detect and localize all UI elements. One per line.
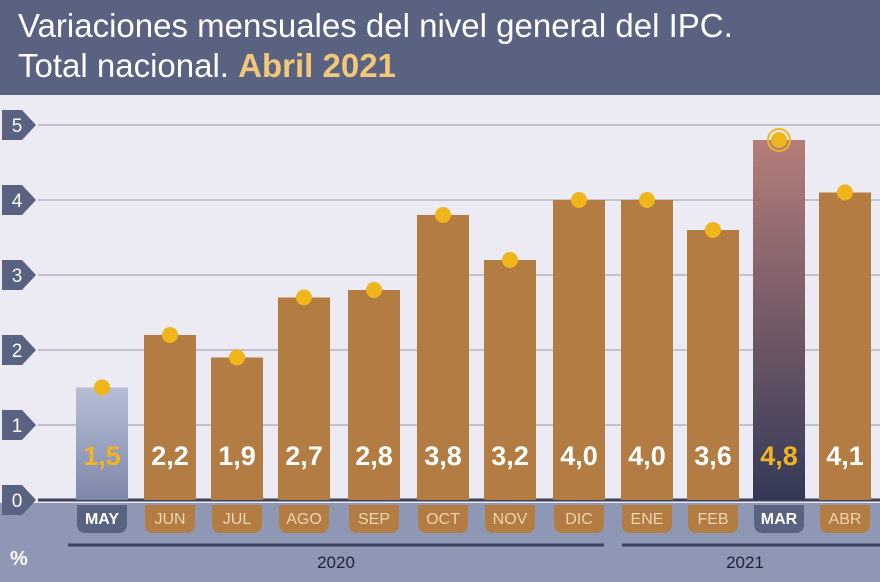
category-tab-may bbox=[77, 505, 127, 533]
category-tab-oct bbox=[418, 505, 468, 533]
category-tab-abr bbox=[820, 505, 870, 533]
bar-oct bbox=[417, 215, 469, 500]
category-label-abr: ABR bbox=[829, 511, 862, 528]
value-label-nov: 3,2 bbox=[491, 441, 529, 471]
title-highlight: Abril 2021 bbox=[238, 47, 396, 84]
dot-sep bbox=[366, 282, 382, 298]
y-tick-label: 5 bbox=[12, 116, 23, 137]
dot-nov bbox=[502, 252, 518, 268]
dot-ago bbox=[296, 289, 312, 306]
value-label-oct: 3,8 bbox=[424, 441, 462, 471]
value-label-jun: 2,2 bbox=[151, 441, 189, 471]
category-label-may: MAY bbox=[85, 511, 119, 528]
category-label-feb: FEB bbox=[697, 511, 728, 528]
y-tick-label: 3 bbox=[12, 266, 23, 287]
category-tab-nov bbox=[485, 505, 535, 533]
category-tab-mar bbox=[754, 505, 804, 533]
y-tick-badge-5 bbox=[2, 110, 36, 140]
bar-mar bbox=[753, 140, 805, 500]
category-label-mar: MAR bbox=[761, 511, 798, 528]
bar-feb bbox=[687, 230, 739, 500]
value-label-ene: 4,0 bbox=[628, 441, 666, 471]
bar-may bbox=[76, 387, 128, 500]
value-label-feb: 3,6 bbox=[694, 441, 732, 471]
value-label-abr: 4,1 bbox=[826, 441, 864, 471]
value-label-mar: 4,8 bbox=[760, 441, 798, 471]
year-label-2021: 2021 bbox=[726, 553, 764, 572]
title-line-1: Variaciones mensuales del nivel general … bbox=[18, 7, 733, 44]
dot-feb bbox=[705, 222, 721, 238]
value-label-dic: 4,0 bbox=[560, 441, 598, 471]
dot-may bbox=[94, 379, 110, 396]
y-tick-badge-0 bbox=[2, 485, 36, 515]
value-label-ago: 2,7 bbox=[285, 441, 323, 471]
category-tab-jun bbox=[145, 505, 195, 533]
value-label-sep: 2,8 bbox=[355, 441, 393, 471]
dot-ring-mar bbox=[767, 128, 791, 152]
dot-jun bbox=[162, 327, 178, 343]
dot-ene bbox=[639, 192, 655, 208]
dot-mar bbox=[771, 132, 787, 148]
bar-jul bbox=[211, 357, 263, 500]
year-label-2020: 2020 bbox=[317, 553, 355, 572]
category-label-jul: JUL bbox=[223, 511, 252, 528]
bar-ago bbox=[278, 297, 330, 500]
category-label-ago: AGO bbox=[286, 511, 322, 528]
y-tick-label: 4 bbox=[12, 191, 23, 212]
category-label-dic: DIC bbox=[565, 511, 593, 528]
y-tick-badge-1 bbox=[2, 410, 36, 440]
title-line-2-prefix: Total nacional. bbox=[18, 47, 229, 84]
dot-abr bbox=[837, 184, 853, 201]
category-tab-sep bbox=[349, 505, 399, 533]
y-tick-label: 1 bbox=[12, 416, 23, 437]
dot-dic bbox=[571, 192, 587, 208]
category-tab-dic bbox=[554, 505, 604, 533]
category-tab-feb bbox=[688, 505, 738, 533]
category-tab-jul bbox=[212, 505, 262, 533]
bar-jun bbox=[144, 335, 196, 500]
bar-abr bbox=[819, 192, 871, 500]
category-tab-ene bbox=[622, 505, 672, 533]
category-label-jun: JUN bbox=[154, 511, 185, 528]
category-label-nov: NOV bbox=[493, 511, 528, 528]
value-label-may: 1,5 bbox=[83, 441, 121, 471]
y-tick-label: 0 bbox=[12, 491, 23, 512]
chart-title: Variaciones mensuales del nivel general … bbox=[18, 6, 733, 86]
bar-dic bbox=[553, 200, 605, 500]
y-tick-badge-3 bbox=[2, 260, 36, 290]
y-tick-badge-4 bbox=[2, 185, 36, 215]
dot-oct bbox=[435, 207, 451, 223]
y-axis-unit-label: % bbox=[10, 548, 28, 570]
bar-nov bbox=[484, 260, 536, 500]
value-label-jul: 1,9 bbox=[218, 441, 256, 471]
category-label-ene: ENE bbox=[631, 511, 664, 528]
bar-ene bbox=[621, 200, 673, 500]
dot-jul bbox=[229, 349, 245, 366]
category-label-sep: SEP bbox=[358, 511, 390, 528]
category-tab-ago bbox=[279, 505, 329, 533]
bar-sep bbox=[348, 290, 400, 500]
y-tick-label: 2 bbox=[12, 341, 23, 362]
category-label-oct: OCT bbox=[426, 511, 460, 528]
y-tick-badge-2 bbox=[2, 335, 36, 365]
header: Variaciones mensuales del nivel general … bbox=[0, 0, 880, 95]
